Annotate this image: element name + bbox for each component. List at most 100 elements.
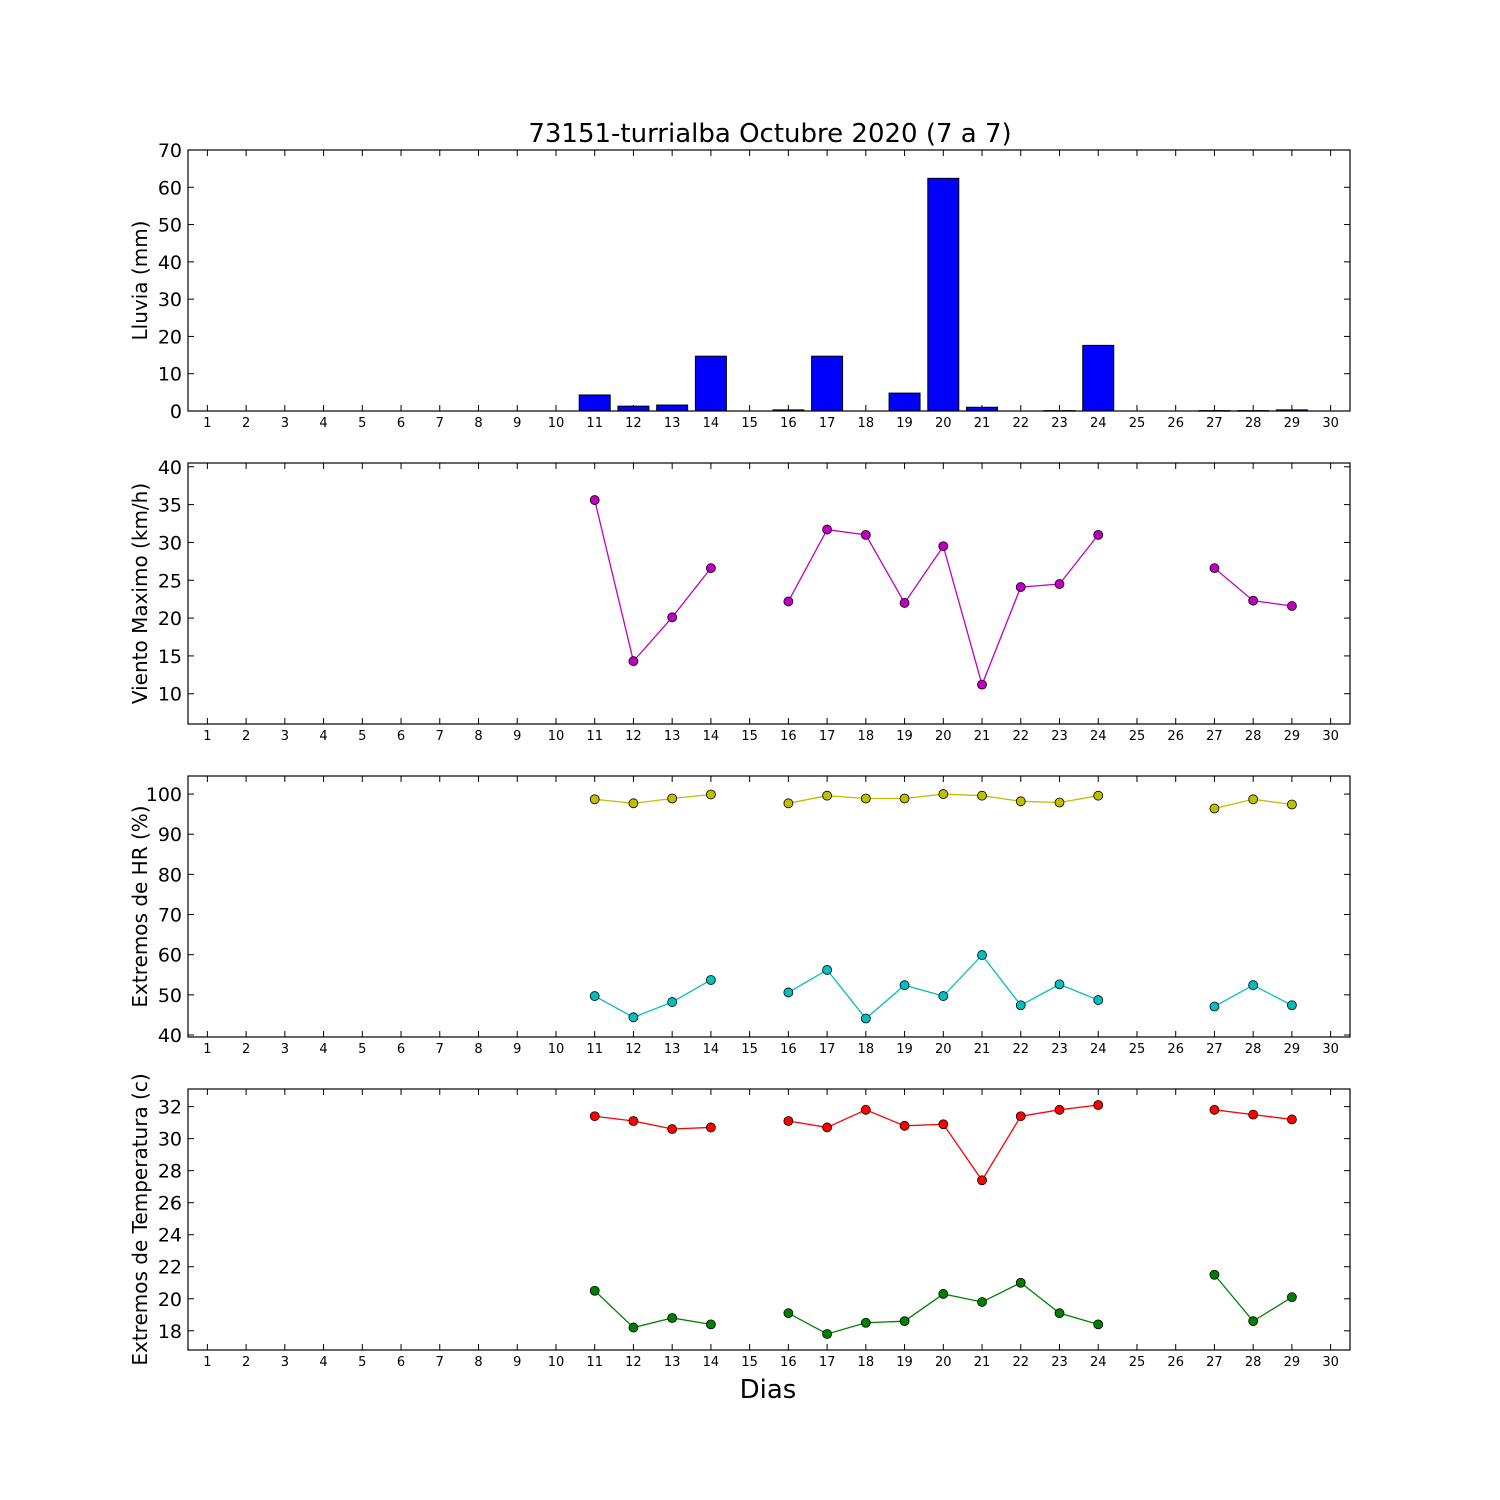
data-point-day-14 [706,975,716,985]
x-tick-label: 16 [780,1355,797,1370]
x-tick-label: 6 [397,1355,405,1370]
data-point-day-27 [1209,1001,1220,1012]
x-tick-label: 10 [548,1042,565,1057]
data-point-day-19 [899,598,910,608]
y-tick-label: 25 [158,570,182,592]
x-tick-label: 1 [203,416,211,431]
y-axis-label: Extremos de Temperatura (c) [128,1073,152,1365]
data-point-day-24 [1093,1319,1104,1330]
x-tick-label: 3 [281,416,289,431]
data-point-day-23 [1054,579,1065,589]
data-point-day-20 [938,789,949,799]
y-tick-label: 90 [158,824,182,846]
x-tick-label: 2 [242,1355,250,1370]
data-point-day-22 [1015,1000,1026,1011]
x-tick-label: 28 [1245,1355,1262,1370]
y-tick-label: 70 [158,140,182,162]
x-tick-label: 22 [1012,1355,1029,1370]
series-line-2 [594,954,1293,1020]
data-point-day-22 [1015,1277,1026,1288]
y-tick-label: 30 [158,1129,182,1151]
y-tick-label: 30 [158,289,182,311]
x-tick-label: 27 [1206,416,1223,431]
data-point-day-13 [667,1124,678,1134]
x-tick-label: 23 [1051,729,1068,744]
x-tick-label: 30 [1322,416,1339,431]
data-point-day-27 [1209,1269,1220,1280]
x-axis-label: Dias [740,1375,797,1405]
data-point-day-22 [1015,1111,1026,1122]
x-tick-label: 29 [1284,1042,1301,1057]
x-tick-label: 18 [858,1042,875,1057]
y-tick-label: 18 [158,1321,182,1343]
data-point-day-13 [667,1313,678,1323]
x-tick-label: 23 [1051,416,1068,431]
data-point-day-23 [1054,1308,1065,1319]
series-line-1 [594,1104,1292,1182]
y-tick-label: 100 [146,784,182,806]
x-tick-label: 18 [858,416,875,431]
x-tick-label: 10 [548,416,565,431]
y-tick-label: 15 [158,646,182,668]
data-point-day-20 [938,991,949,1001]
data-point-day-16 [783,798,794,809]
data-point-day-13 [667,997,678,1007]
y-tick-label: 22 [158,1257,182,1279]
y-tick-label: 80 [158,864,182,886]
x-tick-label: 23 [1051,1042,1068,1057]
x-tick-label: 27 [1206,1042,1223,1057]
x-tick-label: 20 [935,1042,952,1057]
data-point-day-13 [667,612,678,623]
x-tick-label: 8 [474,416,482,431]
x-tick-label: 19 [896,1042,913,1057]
x-tick-label: 9 [513,1042,521,1057]
x-tick-label: 13 [664,1355,681,1370]
y-tick-label: 40 [158,1025,182,1047]
data-point-day-16 [783,1308,794,1319]
data-point-day-21 [977,679,987,690]
data-point-day-18 [860,1104,871,1115]
x-tick-label: 26 [1167,1042,1184,1057]
x-tick-label: 30 [1322,1042,1339,1057]
data-point-day-28 [1248,1316,1259,1327]
data-point-day-28 [1248,1109,1259,1120]
x-tick-label: 13 [664,1042,681,1057]
x-tick-label: 5 [358,416,366,431]
x-tick-label: 26 [1167,729,1184,744]
x-tick-label: 14 [703,1355,720,1370]
data-point-day-24 [1093,995,1104,1005]
x-tick-label: 4 [319,1355,327,1370]
data-point-day-27 [1209,563,1220,574]
x-tick-label: 30 [1322,729,1339,744]
data-point-day-11 [589,991,600,1001]
data-point-day-11 [589,1285,600,1296]
x-tick-label: 8 [474,729,482,744]
data-point-day-23 [1054,979,1065,990]
x-tick-label: 22 [1012,729,1029,744]
data-point-day-21 [977,1175,987,1186]
y-tick-label: 70 [158,905,182,927]
x-tick-label: 27 [1206,1355,1223,1370]
x-tick-label: 11 [586,729,603,744]
x-tick-label: 9 [513,416,521,431]
y-tick-label: 50 [158,215,182,237]
data-point-day-12 [628,1012,639,1023]
x-tick-label: 23 [1051,1355,1068,1370]
x-tick-label: 2 [242,416,250,431]
x-tick-label: 6 [397,1042,405,1057]
x-tick-label: 26 [1167,1355,1184,1370]
x-tick-label: 14 [703,1042,720,1057]
x-tick-label: 21 [974,1355,991,1370]
data-point-day-19 [899,980,910,991]
data-point-day-29 [1287,799,1297,810]
data-point-day-12 [628,1322,639,1333]
x-tick-label: 6 [397,729,405,744]
data-point-day-14 [706,1319,716,1330]
data-point-day-18 [860,529,871,540]
x-tick-label: 10 [548,1355,565,1370]
x-tick-label: 12 [625,1355,642,1370]
rain-bar-day-12 [617,405,650,412]
rain-bar-day-14 [694,355,727,412]
x-tick-label: 6 [397,416,405,431]
x-tick-label: 15 [741,416,758,431]
